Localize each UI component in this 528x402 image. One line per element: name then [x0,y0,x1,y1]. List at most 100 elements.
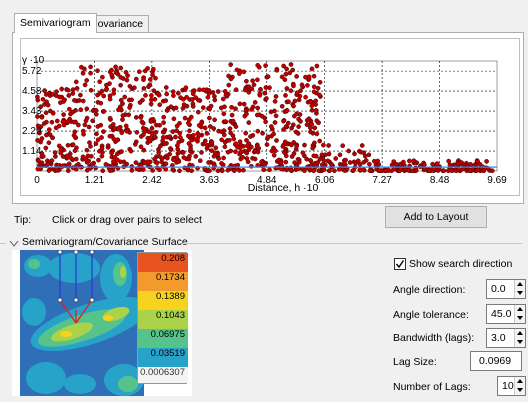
show-search-direction-checkbox[interactable] [394,258,406,270]
data-point[interactable] [65,168,71,174]
data-point[interactable] [281,127,286,132]
data-point[interactable] [312,140,317,146]
data-point[interactable] [148,119,154,124]
data-point[interactable] [394,161,399,167]
data-point[interactable] [228,130,233,136]
data-point[interactable] [149,125,155,131]
data-point[interactable] [309,66,315,72]
data-point[interactable] [206,88,212,93]
data-point[interactable] [127,105,132,110]
show-search-direction-label[interactable]: Show search direction [409,258,513,270]
data-point[interactable] [45,161,50,167]
data-point[interactable] [133,160,139,165]
data-point[interactable] [245,159,251,165]
data-point[interactable] [100,168,106,174]
data-point[interactable] [46,140,52,146]
data-point[interactable] [456,166,461,172]
data-point[interactable] [188,114,194,120]
data-point[interactable] [321,167,327,173]
data-point[interactable] [263,85,269,90]
data-point[interactable] [307,125,313,131]
data-point[interactable] [103,87,109,93]
data-point[interactable] [156,150,162,155]
data-point[interactable] [152,156,157,162]
data-point[interactable] [207,106,213,112]
data-point[interactable] [150,168,155,173]
data-point[interactable] [219,161,224,166]
data-point[interactable] [58,147,64,152]
data-point[interactable] [268,109,274,115]
data-point[interactable] [274,67,280,73]
data-point[interactable] [484,159,489,164]
data-point[interactable] [155,91,161,96]
data-point[interactable] [237,71,242,76]
data-point[interactable] [111,136,117,142]
data-point[interactable] [143,93,148,98]
data-point[interactable] [174,128,179,134]
data-point[interactable] [255,105,261,111]
data-point[interactable] [65,87,71,93]
number-of-lags-stepper[interactable]: 10 [497,376,526,396]
data-point[interactable] [73,79,79,85]
data-point[interactable] [321,158,327,164]
data-point[interactable] [291,83,296,89]
data-point[interactable] [216,156,222,162]
data-point[interactable] [73,156,79,162]
data-point[interactable] [72,98,77,103]
data-point[interactable] [288,88,294,94]
data-point[interactable] [213,145,219,151]
data-point[interactable] [35,123,41,129]
data-point[interactable] [252,100,258,105]
data-point[interactable] [273,113,279,119]
data-point[interactable] [243,130,249,136]
data-point[interactable] [264,96,269,101]
data-point[interactable] [109,150,114,156]
data-point[interactable] [489,168,495,174]
data-point[interactable] [219,168,225,174]
data-point[interactable] [113,70,119,76]
data-point[interactable] [311,73,317,79]
data-point[interactable] [233,149,238,155]
data-point[interactable] [221,111,227,117]
data-point[interactable] [284,107,290,113]
data-point[interactable] [171,157,176,162]
data-point[interactable] [206,160,211,165]
data-point[interactable] [304,117,310,123]
data-point[interactable] [112,126,117,131]
data-point[interactable] [49,119,55,125]
data-point[interactable] [389,162,395,168]
data-point[interactable] [118,82,123,88]
data-point[interactable] [200,105,206,110]
data-point[interactable] [411,158,417,164]
data-point[interactable] [163,161,169,167]
data-point[interactable] [315,160,321,165]
data-point[interactable] [88,87,94,93]
data-point[interactable] [170,129,176,134]
data-point[interactable] [149,131,155,136]
data-point[interactable] [189,137,195,143]
data-point[interactable] [182,165,187,171]
data-point[interactable] [291,103,296,109]
data-point[interactable] [39,114,45,120]
data-point[interactable] [422,162,427,168]
data-point[interactable] [161,114,167,120]
data-point[interactable] [142,160,148,166]
data-point[interactable] [190,104,196,109]
data-point[interactable] [241,69,247,75]
data-point[interactable] [240,143,246,149]
data-point[interactable] [89,161,95,167]
data-point[interactable] [74,85,80,91]
data-point[interactable] [202,125,208,131]
data-point[interactable] [296,159,302,165]
data-point[interactable] [161,141,167,147]
data-point[interactable] [283,71,289,77]
data-point[interactable] [201,87,206,93]
data-point[interactable] [43,145,49,151]
data-point[interactable] [138,115,144,120]
data-point[interactable] [96,157,101,163]
data-point[interactable] [265,74,271,79]
data-point[interactable] [278,159,284,165]
data-point[interactable] [44,119,49,125]
data-point[interactable] [70,142,76,147]
data-point[interactable] [258,86,263,92]
